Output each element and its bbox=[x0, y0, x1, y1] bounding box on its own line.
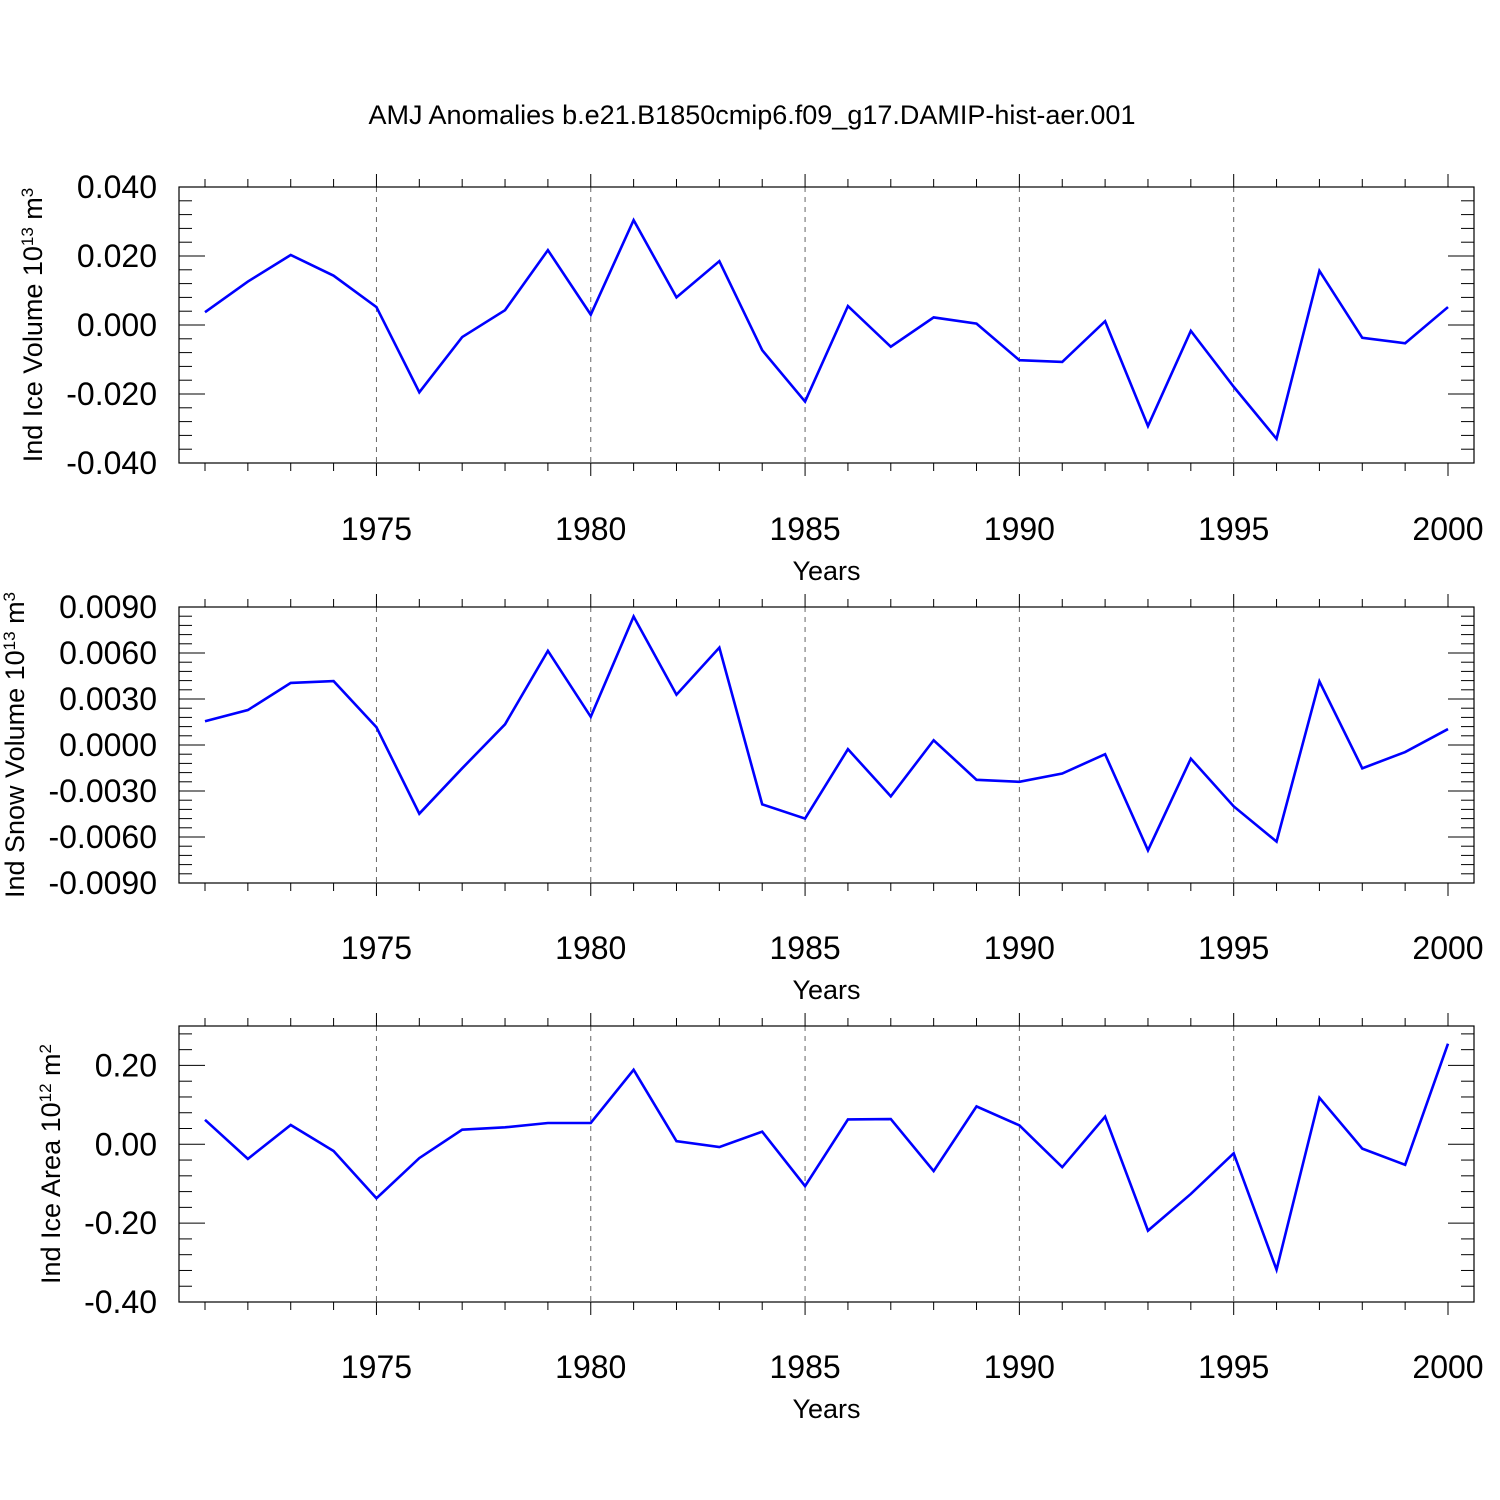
panel-3: 1975 1980 1985 1990 1995 2000 Years -0.40 -0.20 0… bbox=[36, 1013, 1484, 1424]
y-tick-label: 0.00 bbox=[95, 1126, 157, 1162]
y-tick-label: -0.20 bbox=[84, 1205, 157, 1241]
y-axis-label-exponent: 13 bbox=[18, 227, 37, 246]
series-line-1 bbox=[204, 217, 1449, 442]
y-axis-label: Ind Snow Volume 1013 m3 bbox=[0, 592, 30, 898]
x-axis-label: Years bbox=[792, 975, 860, 1005]
x-tick-label: 1975 bbox=[341, 511, 412, 547]
y-tick-label: 0.020 bbox=[77, 238, 157, 274]
x-tick-label: 1980 bbox=[555, 511, 626, 547]
y-axis-label-main: Ind Snow Volume 10 bbox=[0, 650, 30, 898]
x-tick-label: 1990 bbox=[984, 930, 1055, 966]
y-axis-label-exponent: 12 bbox=[36, 1083, 55, 1102]
y-tick-label: 0.0060 bbox=[59, 635, 157, 671]
y-axis-label: Ind Ice Volume 1013 m3 bbox=[18, 188, 49, 463]
series-line-1 bbox=[204, 613, 1449, 854]
y-axis-label-unit: m bbox=[18, 197, 48, 227]
x-axis-label: Years bbox=[792, 556, 860, 586]
figure-title: AMJ Anomalies b.e21.B1850cmip6.f09_g17.D… bbox=[369, 100, 1136, 130]
x-tick-label: 1995 bbox=[1198, 930, 1269, 966]
y-tick-label: 0.040 bbox=[77, 169, 157, 205]
y-tick-label: -0.40 bbox=[84, 1284, 157, 1320]
y-tick-label: 0.000 bbox=[77, 307, 157, 343]
x-tick-label: 1980 bbox=[555, 930, 626, 966]
x-tick-label: 1975 bbox=[341, 930, 412, 966]
y-tick-label: 0.0030 bbox=[59, 681, 157, 717]
x-tick-label: 1980 bbox=[555, 1349, 626, 1385]
x-tick-label: 2000 bbox=[1412, 511, 1483, 547]
y-tick-label: -0.0060 bbox=[48, 819, 157, 855]
x-tick-label: 1995 bbox=[1198, 511, 1269, 547]
chart-panels: 1975 1980 1985 1990 1995 2000 Years -0.040 -0.02… bbox=[0, 169, 1484, 1424]
y-tick-label: -0.040 bbox=[66, 445, 157, 481]
x-tick-label: 1985 bbox=[769, 511, 840, 547]
y-axis-label-unit-exponent: 3 bbox=[0, 592, 19, 601]
x-tick-label: 1985 bbox=[769, 1349, 840, 1385]
y-axis-label-main: Ind Ice Volume 10 bbox=[18, 246, 48, 462]
y-axis-label-unit: m bbox=[0, 601, 30, 631]
y-tick-label: -0.0090 bbox=[48, 865, 157, 901]
y-axis-label-main: Ind Ice Area 10 bbox=[36, 1102, 66, 1284]
y-axis-label: Ind Ice Area 1012 m2 bbox=[36, 1044, 67, 1284]
plot-frame bbox=[178, 1025, 1475, 1303]
x-tick-label: 1985 bbox=[769, 930, 840, 966]
y-axis-label-exponent: 13 bbox=[0, 631, 19, 650]
y-tick-label: -0.0030 bbox=[48, 773, 157, 809]
x-axis-label: Years bbox=[792, 1394, 860, 1424]
x-tick-label: 1995 bbox=[1198, 1349, 1269, 1385]
x-tick-label: 1990 bbox=[984, 511, 1055, 547]
panel-1: 1975 1980 1985 1990 1995 2000 Years -0.040 -0.02… bbox=[18, 169, 1484, 586]
panel-2: 1975 1980 1985 1990 1995 2000 Years -0.0090 -0.0… bbox=[0, 589, 1484, 1005]
x-tick-label: 2000 bbox=[1412, 1349, 1483, 1385]
y-tick-label: 0.0090 bbox=[59, 589, 157, 625]
y-tick-label: -0.020 bbox=[66, 376, 157, 412]
y-tick-label: 0.0000 bbox=[59, 727, 157, 763]
y-axis-label-unit-exponent: 3 bbox=[18, 188, 37, 197]
x-tick-label: 1990 bbox=[984, 1349, 1055, 1385]
y-axis-label-unit-exponent: 2 bbox=[36, 1044, 55, 1053]
x-tick-label: 2000 bbox=[1412, 930, 1483, 966]
y-axis-label-unit: m bbox=[36, 1053, 66, 1083]
x-tick-label: 1975 bbox=[341, 1349, 412, 1385]
series-line-1 bbox=[204, 1043, 1450, 1275]
y-tick-label: 0.20 bbox=[95, 1047, 157, 1083]
